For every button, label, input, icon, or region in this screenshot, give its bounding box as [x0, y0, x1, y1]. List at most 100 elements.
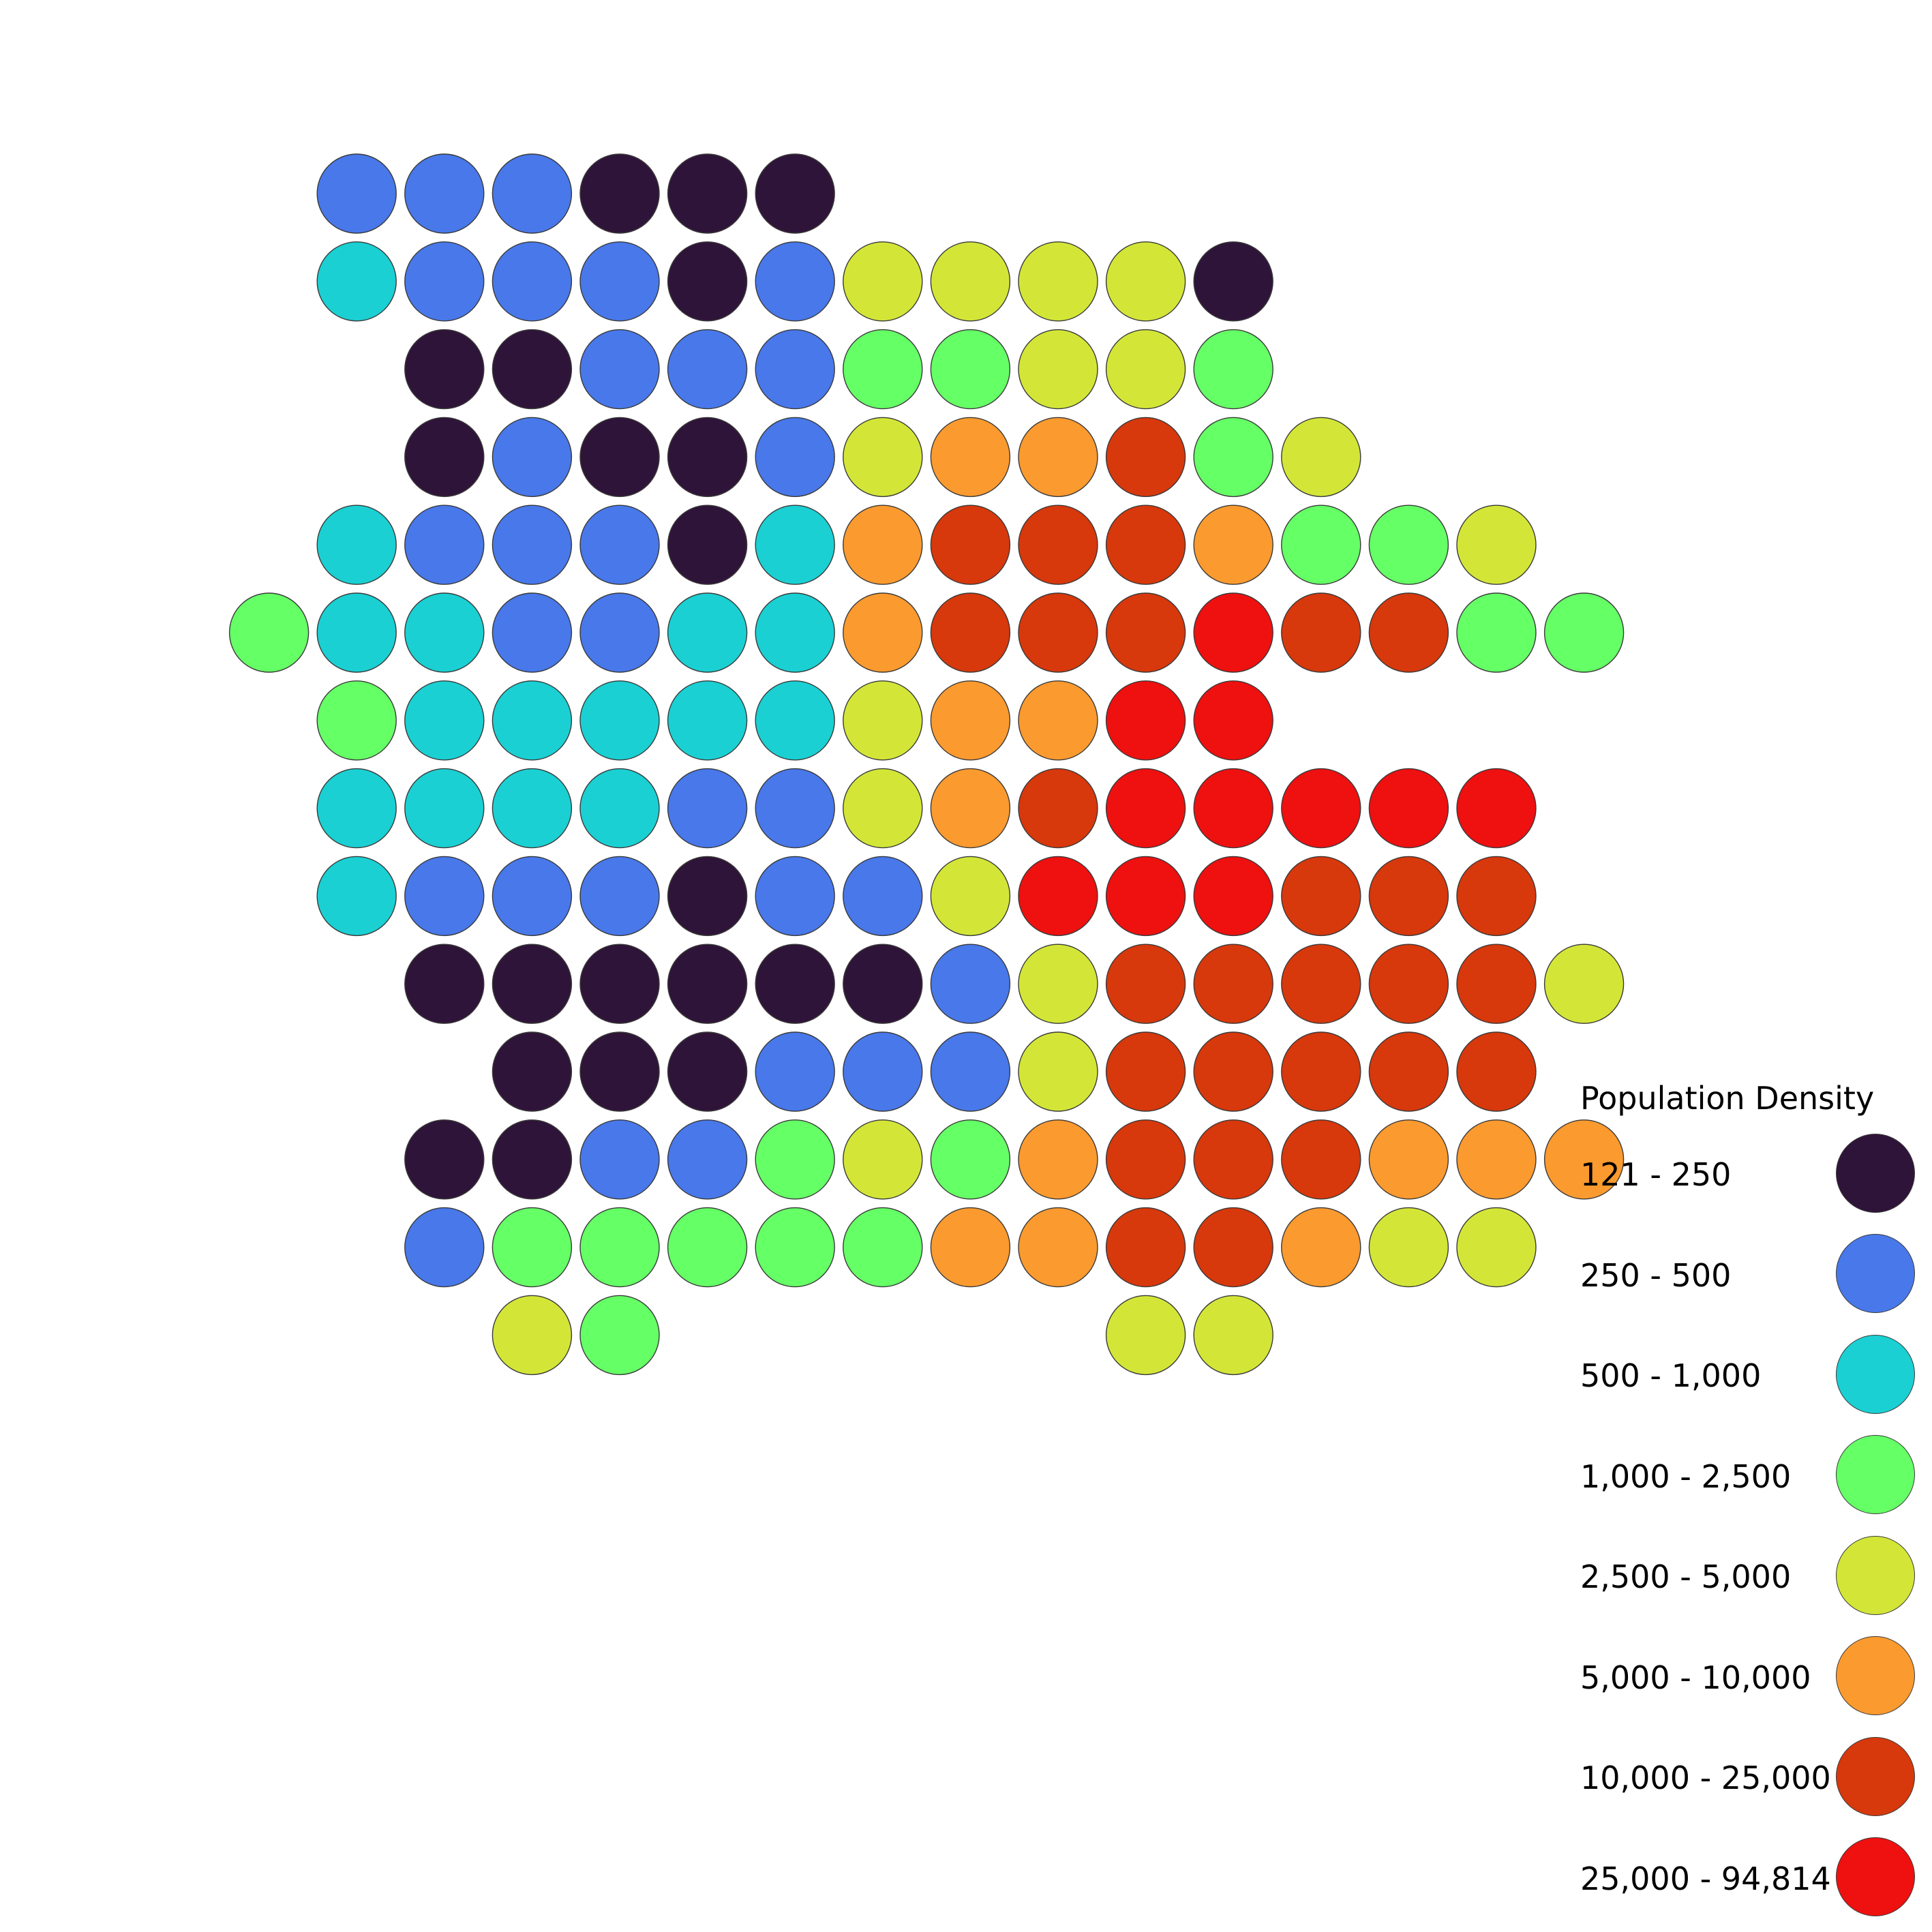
map-cell-dot: [1193, 504, 1273, 585]
map-cell-dot: [843, 504, 923, 585]
map-cell-dot: [1105, 856, 1186, 937]
map-cell-dot: [1018, 504, 1098, 585]
map-cell-dot: [492, 153, 573, 234]
map-cell-dot: [1105, 592, 1186, 673]
map-cell-dot: [1193, 1207, 1273, 1288]
map-cell-dot: [667, 241, 748, 322]
map-cell-dot: [667, 329, 748, 410]
map-cell-dot: [492, 1031, 573, 1112]
map-cell-dot: [1368, 944, 1449, 1024]
map-cell-dot: [1018, 1119, 1098, 1200]
map-cell-dot: [1368, 1031, 1449, 1112]
map-cell-dot: [1368, 592, 1449, 673]
map-cell-dot: [492, 1207, 573, 1288]
map-cell-dot: [404, 241, 485, 322]
map-cell-dot: [316, 768, 397, 849]
map-cell-dot: [755, 856, 835, 937]
map-cell-dot: [1018, 680, 1098, 761]
map-cell-dot: [667, 1119, 748, 1200]
map-cell-dot: [843, 1207, 923, 1288]
map-cell-dot: [1018, 944, 1098, 1024]
map-cell-dot: [1193, 1031, 1273, 1112]
map-cell-dot: [843, 592, 923, 673]
map-cell-dot: [579, 1119, 660, 1200]
map-cell-dot: [1018, 1031, 1098, 1112]
map-cell-dot: [930, 944, 1011, 1024]
map-cell-dot: [843, 768, 923, 849]
map-cell-dot: [404, 944, 485, 1024]
map-cell-dot: [843, 1119, 923, 1200]
map-cell-dot: [404, 417, 485, 498]
map-cell-dot: [579, 504, 660, 585]
map-cell-dot: [667, 417, 748, 498]
map-cell-dot: [492, 856, 573, 937]
map-cell-dot: [843, 944, 923, 1024]
map-cell-dot: [1456, 592, 1537, 673]
map-cell-dot: [579, 680, 660, 761]
map-cell-dot: [1018, 241, 1098, 322]
map-cell-dot: [404, 680, 485, 761]
map-cell-dot: [1456, 1031, 1537, 1112]
map-cell-dot: [316, 856, 397, 937]
map-cell-dot: [579, 856, 660, 937]
map-cell-dot: [1193, 1295, 1273, 1376]
map-cell-dot: [404, 768, 485, 849]
map-cell-dot: [1281, 417, 1361, 498]
map-cell-dot: [1193, 241, 1273, 322]
map-cell-dot: [1193, 329, 1273, 410]
map-cell-dot: [1105, 1207, 1186, 1288]
map-cell-dot: [228, 592, 310, 673]
map-cell-dot: [492, 1119, 573, 1200]
map-cell-dot: [1281, 768, 1361, 849]
map-cell-dot: [1456, 856, 1537, 937]
map-cell-dot: [1105, 1119, 1186, 1200]
map-cell-dot: [930, 241, 1011, 322]
map-cell-dot: [1456, 1207, 1537, 1288]
map-cell-dot: [1281, 856, 1361, 937]
map-cell-dot: [1281, 504, 1361, 585]
map-cell-dot: [755, 1031, 835, 1112]
map-cell-dot: [1018, 768, 1098, 849]
map-cell-dot: [492, 944, 573, 1024]
map-cell-dot: [404, 329, 485, 410]
map-cell-dot: [492, 768, 573, 849]
map-cell-dot: [843, 680, 923, 761]
map-cell-dot: [404, 856, 485, 937]
map-cell-dot: [316, 153, 397, 234]
map-cell-dot: [316, 680, 397, 761]
map-cell-dot: [1281, 944, 1361, 1024]
map-cell-dot: [316, 504, 397, 585]
map-cell-dot: [1193, 944, 1273, 1024]
map-cell-dot: [755, 241, 835, 322]
map-cell-dot: [316, 592, 397, 673]
map-cell-dot: [667, 856, 748, 937]
map-cell-dot: [930, 329, 1011, 410]
map-cell-dot: [1368, 1207, 1449, 1288]
map-cell-dot: [755, 1119, 835, 1200]
map-cell-dot: [1018, 856, 1098, 937]
map-cell-dot: [404, 153, 485, 234]
map-cell-dot: [316, 241, 397, 322]
map-cell-dot: [755, 944, 835, 1024]
map-cell-dot: [930, 1119, 1011, 1200]
map-cell-dot: [755, 417, 835, 498]
map-cell-dot: [1105, 417, 1186, 498]
map-cell-dot: [579, 1207, 660, 1288]
map-cell-dot: [492, 1295, 573, 1376]
map-cell-dot: [667, 1207, 748, 1288]
map-cell-dot: [1281, 592, 1361, 673]
map-cell-dot: [579, 1031, 660, 1112]
map-cell-dot: [404, 504, 485, 585]
map-cell-dot: [1281, 1207, 1361, 1288]
map-cell-dot: [843, 1031, 923, 1112]
map-cell-dot: [667, 153, 748, 234]
map-cell-dot: [492, 241, 573, 322]
map-cell-dot: [1105, 1295, 1186, 1376]
map-cell-dot: [492, 680, 573, 761]
map-cell-dot: [1193, 592, 1273, 673]
map-cell-dot: [579, 153, 660, 234]
map-cell-dot: [579, 592, 660, 673]
map-cell-dot: [1105, 680, 1186, 761]
map-cell-dot: [755, 1207, 835, 1288]
